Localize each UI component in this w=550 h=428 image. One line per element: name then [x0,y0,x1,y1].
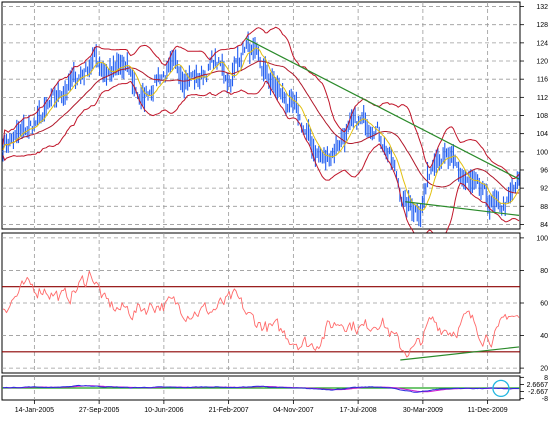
highlight-circle [492,379,510,398]
trendline [405,201,520,216]
price-panel: 132 128 124 120 116 112 108 104 100 96 92 88 84 [1,1,548,241]
rsi-panel: 100 80 60 40 20 [1,232,548,374]
date-axis-label: 30-Mar-2009 [403,407,443,414]
rsi-trendline [400,346,520,361]
price-axis-label: 104 [536,131,548,138]
date-axis-label: 04-Nov-2007 [273,407,314,414]
price-axis-label: 124 [536,40,548,47]
price-axis-label: 100 [536,149,548,156]
price-axis-label: 112 [537,95,548,102]
oscillator-axis-label: 2.6667 [527,382,549,389]
price-axis-label: 92 [540,186,548,193]
date-axis-label: 14-Jan-2005 [15,407,54,414]
rsi-line [2,270,520,358]
date-axis-label: 11-Dec-2009 [468,407,508,414]
oscillator-axis-label: 8 [544,375,548,382]
price-bars [2,31,520,228]
rsi-axis-label: 40 [540,333,548,340]
price-axis-label: 116 [537,77,548,84]
trendline [245,37,520,180]
date-axis: 14-Jan-2005 27-Sep-2005 10-Jun-2006 21-Feb-… [15,400,508,414]
rsi-axis-label: 80 [540,268,548,275]
oscillator-main-line [2,384,520,393]
oscillator-panel: 82.6667-2.667-8 [1,375,549,403]
price-axis-label: 96 [540,167,548,174]
rsi-axis-label: 100 [536,235,548,242]
date-axis-label: 21-Feb-2007 [209,407,249,414]
date-axis-label: 10-Jun-2006 [144,407,183,414]
date-axis-label: 17-Jul-2008 [340,407,377,414]
rsi-axis-label: 60 [540,301,548,308]
date-axis-label: 27-Sep-2005 [79,407,120,414]
price-axis-label: 88 [540,204,548,211]
oscillator-axis-label: -2.667 [528,389,548,396]
price-axis-label: 120 [536,59,548,66]
moving-average-fast [2,47,520,211]
price-axis-label: 108 [536,113,548,120]
bollinger-upper-band [2,26,520,180]
price-axis-label: 84 [540,222,548,229]
oscillator-axis-label: -8 [542,396,548,403]
rsi-axis-label: 20 [540,366,548,373]
price-axis-label: 132 [536,4,548,11]
price-axis-label: 128 [536,22,548,29]
